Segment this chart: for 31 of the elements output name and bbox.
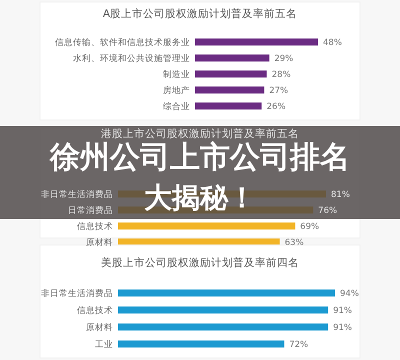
y-tick-label: 水利、环境和公共设施管理业 (73, 53, 190, 64)
y-tick-label: 工业 (95, 339, 113, 350)
data-label: 94% (340, 289, 359, 299)
data-label: 91% (333, 306, 352, 316)
y-tick-label: 制造业 (163, 69, 190, 80)
y-tick-label: 日常消费品 (68, 205, 113, 216)
chart-title: 港股上市公司股权激励计划普及率前五名 (101, 127, 299, 140)
data-label: 81% (331, 190, 350, 200)
text: 大揭秘！ (144, 181, 256, 214)
y-tick-label: 原材料 (86, 322, 113, 333)
chart-title: 美股上市公司股权激励计划普及率前四名 (101, 256, 299, 269)
text: 徐州公司上市公司排名 (49, 140, 350, 175)
chart-title: A股上市公司股权激励计划普及率前五名 (102, 7, 298, 20)
data-label: 27% (269, 86, 288, 96)
y-tick-label: 原材料 (86, 237, 113, 248)
data-label: 29% (274, 54, 294, 64)
data-label: 76% (318, 206, 338, 216)
y-tick-label: 信息传输、软件和信息技术服务业 (55, 37, 190, 48)
y-tick-label: 综合业 (163, 101, 190, 112)
data-label: 26% (266, 102, 286, 112)
data-label: 28% (272, 70, 291, 80)
data-label: 48% (323, 38, 342, 48)
y-tick-label: 房地产 (163, 85, 190, 96)
y-tick-label: 信息技术 (77, 221, 113, 232)
y-tick-label: 非日常生活消费品 (41, 189, 113, 200)
data-label: 72% (289, 340, 308, 350)
data-label: 69% (300, 222, 320, 232)
y-tick-label: 信息技术 (77, 305, 113, 316)
data-label: 63% (284, 238, 304, 248)
y-tick-label: 非日常生活消费品 (41, 288, 113, 299)
data-label: 91% (333, 323, 352, 333)
